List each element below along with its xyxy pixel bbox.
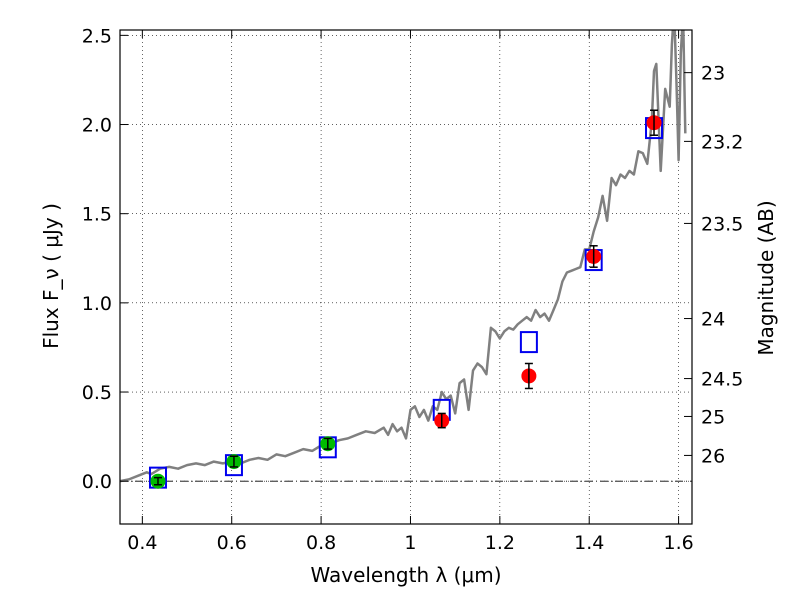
- y2-tick-label: 26: [701, 445, 725, 467]
- x-tick-label: 1: [404, 532, 416, 554]
- x-axis-title: Wavelength λ (μm): [310, 563, 501, 587]
- x-tick-label: 0.8: [306, 532, 336, 554]
- x-tick-label: 0.4: [127, 532, 157, 554]
- y-tick-label: 2.0: [82, 115, 112, 137]
- model-spectrum-line: [120, 30, 687, 483]
- y2-tick-label: 25: [701, 406, 725, 428]
- y-tick-label: 0.0: [82, 471, 112, 493]
- grid-lines: [120, 30, 692, 524]
- x-tick-label: 1.6: [663, 532, 693, 554]
- y-tick-label: 1.5: [82, 204, 112, 226]
- x-tick-label: 1.4: [574, 532, 604, 554]
- x-axis-ticks: 0.4 0.6 0.8 1 1.2 1.4 1.6: [127, 30, 694, 554]
- y-tick-label: 0.5: [82, 382, 112, 404]
- y-axis-title: Flux F_ν ( μJy ): [39, 203, 63, 349]
- y2-axis-title: Magnitude (AB): [754, 200, 778, 355]
- y-tick-label: 2.5: [82, 25, 112, 47]
- x-tick-label: 0.6: [217, 532, 247, 554]
- model-box-marker: [519, 331, 538, 354]
- y2-tick-label: 24.5: [701, 369, 743, 391]
- plot-area-frame: [119, 29, 693, 525]
- y-axis-ticks: 0.0 0.5 1.0 1.5 2.0 2.5: [82, 25, 128, 493]
- y2-tick-label: 23: [701, 63, 725, 85]
- photometry-points: [148, 109, 664, 489]
- y2-tick-label: 23.2: [701, 131, 743, 153]
- y2-tick-label: 23.5: [701, 213, 743, 235]
- y2-axis-ticks: 23 23.2 23.5 24 24.5 25 26: [684, 63, 743, 467]
- y-tick-label: 1.0: [82, 293, 112, 315]
- x-tick-label: 1.2: [485, 532, 515, 554]
- y2-tick-label: 24: [701, 309, 725, 331]
